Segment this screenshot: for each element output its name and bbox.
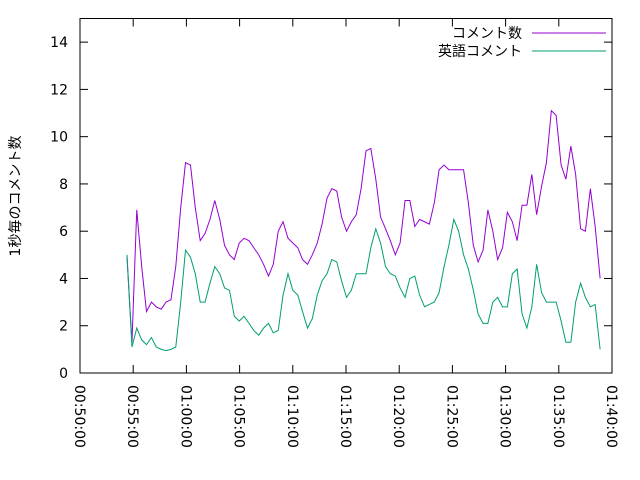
y-tick-label: 0 [59, 366, 68, 382]
x-tick-label: 01:10:00 [284, 385, 300, 448]
series-line [126, 217, 601, 352]
x-tick-label: 01:05:00 [231, 385, 247, 448]
x-tick-label: 01:40:00 [603, 385, 619, 448]
x-tick-label: 01:00:00 [177, 385, 193, 448]
y-tick-label: 4 [59, 271, 68, 287]
legend-label: コメント数 [452, 26, 522, 42]
x-tick-label: 01:30:00 [497, 385, 513, 448]
x-tick-label: 01:35:00 [550, 385, 566, 448]
x-tick-label: 00:50:00 [71, 385, 87, 448]
x-tick-label: 01:20:00 [390, 385, 406, 448]
plot-frame [79, 18, 613, 374]
series-line [126, 109, 601, 343]
x-tick-label: 01:15:00 [337, 385, 353, 448]
y-axis-label: 1秒毎のコメント数 [8, 136, 24, 257]
y-tick-label: 14 [50, 35, 68, 51]
y-tick-label: 8 [59, 177, 68, 193]
y-tick-label: 10 [50, 130, 68, 146]
legend-label: 英語コメント [438, 43, 522, 60]
x-tick-label: 01:25:00 [443, 385, 459, 448]
y-tick-label: 6 [59, 224, 68, 240]
x-tick-label: 00:55:00 [124, 385, 140, 448]
y-tick-label: 12 [50, 82, 68, 98]
y-tick-label: 2 [59, 319, 68, 335]
